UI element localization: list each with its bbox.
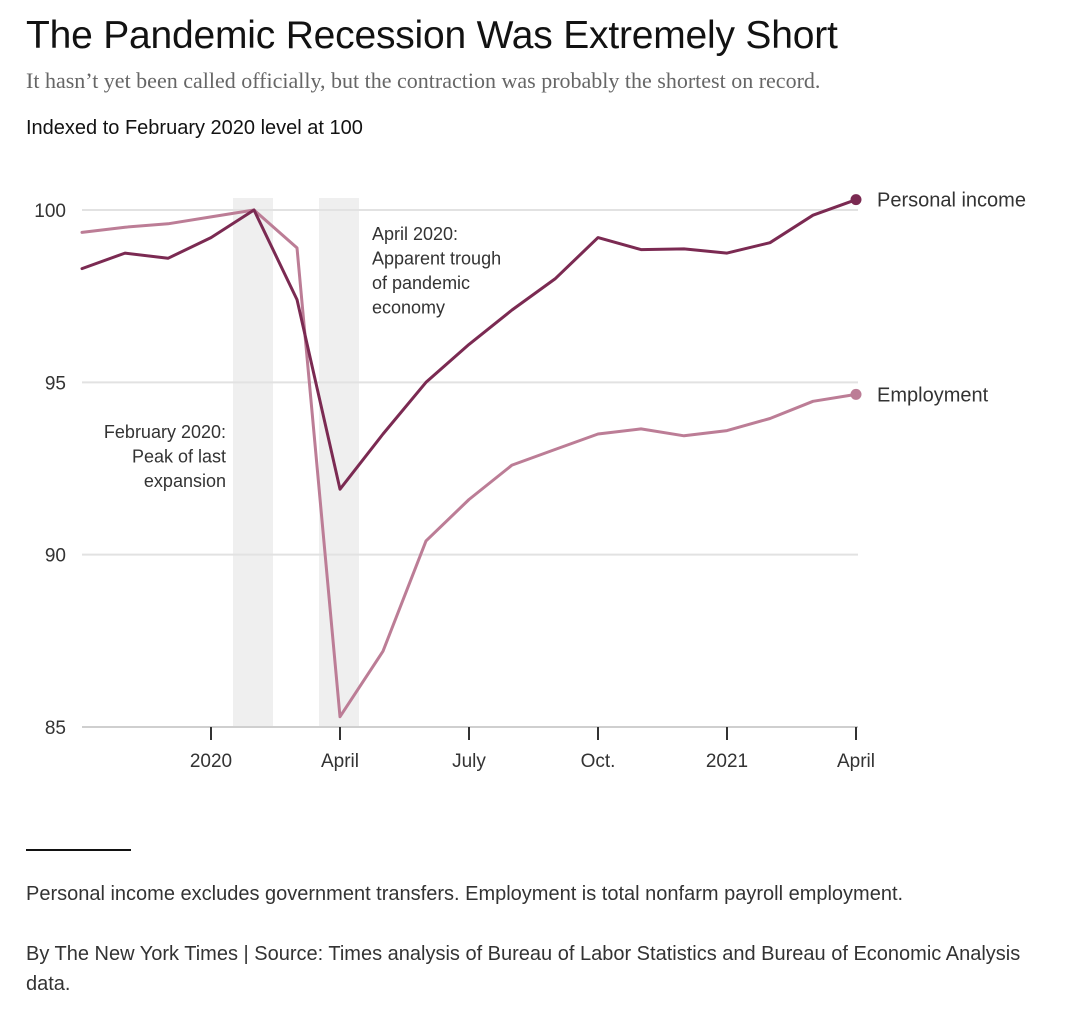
x-axis: 2020 April July Oct. 2021 April xyxy=(190,727,875,772)
x-tick-label-4: Oct. xyxy=(581,751,616,772)
annotation-1-line-1: April 2020: xyxy=(372,224,458,244)
x-tick-label-2: April xyxy=(321,751,359,772)
x-tick-label-6: April xyxy=(837,751,875,772)
annotations: April 2020: Apparent trough of pandemic eco… xyxy=(104,224,501,491)
series-end-dot-0 xyxy=(850,194,862,206)
annotation-1-line-3: of pandemic xyxy=(372,273,470,293)
chart-subtitle: It hasn’t yet been called officially, bu… xyxy=(26,68,821,93)
legend: Personal income Employment xyxy=(877,190,1026,407)
series-line-1 xyxy=(80,208,858,719)
annotation-1-line-2: Apparent trough xyxy=(372,249,501,269)
series-line-0 xyxy=(80,198,858,491)
annotation-2-line-3: expansion xyxy=(144,471,226,491)
chart-title: The Pandemic Recession Was Extremely Sho… xyxy=(26,14,838,57)
shaded-bands xyxy=(233,198,359,727)
series-lines xyxy=(80,194,862,719)
y-tick-label-85: 85 xyxy=(45,718,66,739)
annotation-2-line-1: February 2020: xyxy=(104,422,226,442)
y-axis-unit-label: Indexed to February 2020 level at 100 xyxy=(26,117,363,139)
x-tick-label-1: 2020 xyxy=(190,751,232,772)
shaded-band-1 xyxy=(233,198,273,727)
footer-divider xyxy=(26,849,131,851)
annotation-1-line-4: economy xyxy=(372,298,445,318)
shaded-band-2 xyxy=(319,198,359,727)
source-credit: By The New York Times | Source: Times an… xyxy=(26,943,1021,995)
y-tick-label-95: 95 xyxy=(45,373,66,394)
y-tick-label-100: 100 xyxy=(34,201,66,222)
annotation-2-line-2: Peak of last xyxy=(132,447,226,467)
x-tick-label-3: July xyxy=(452,751,486,772)
series-end-dot-1 xyxy=(850,388,862,400)
line-chart: 100 95 90 85 2020 April July Oct. 2021 April Apr… xyxy=(34,190,1026,772)
footnote: Personal income excludes government tran… xyxy=(26,883,904,905)
legend-label-0: Personal income xyxy=(877,190,1026,212)
legend-label-1: Employment xyxy=(877,384,989,406)
x-tick-label-5: 2021 xyxy=(706,751,748,772)
y-tick-label-90: 90 xyxy=(45,546,66,567)
